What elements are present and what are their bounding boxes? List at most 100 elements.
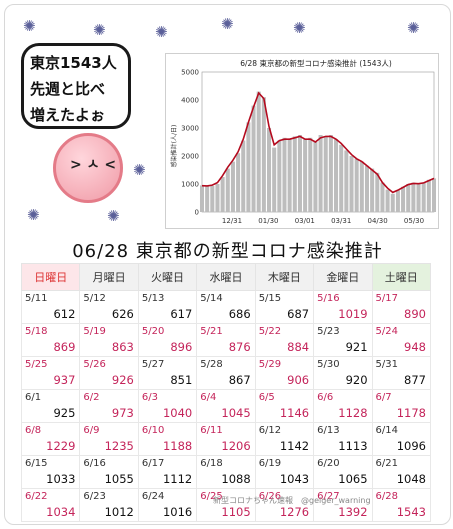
- day-date: 5/27: [141, 359, 165, 370]
- day-estimate-value: 626: [111, 307, 134, 321]
- calendar-day-cell: 6/18 1088: [196, 455, 256, 489]
- daily-bar: [205, 186, 210, 212]
- daily-bar: [297, 135, 302, 212]
- calendar-day-cell: 6/13 1113: [313, 422, 373, 456]
- calendar-day-cell: 5/31 877: [371, 356, 432, 390]
- day-date: 6/14: [375, 425, 398, 436]
- weekday-header: 金曜日: [313, 263, 373, 291]
- daily-bar: [375, 172, 380, 212]
- calendar-day-cell: 6/21 1048: [371, 455, 432, 489]
- day-estimate-value: 1276: [279, 505, 310, 519]
- day-estimate-value: 1188: [162, 439, 193, 453]
- day-estimate-value: 1088: [221, 472, 251, 486]
- day-estimate-value: 1543: [396, 505, 426, 519]
- daily-bar: [344, 150, 349, 212]
- calendar-day-cell: 6/10 1188: [137, 422, 198, 456]
- daily-bar: [199, 185, 205, 212]
- calendar-day-cell: 6/6 1128: [313, 389, 373, 423]
- day-date: 6/5: [258, 392, 275, 403]
- day-estimate-value: 1235: [104, 439, 134, 453]
- weekday-header: 土曜日: [371, 263, 432, 291]
- weekday-header: 火曜日: [137, 263, 198, 291]
- day-date: 6/9: [83, 425, 100, 436]
- calendar-day-cell: 6/26 1276: [254, 488, 315, 522]
- day-date: 5/28: [200, 359, 223, 370]
- calendar-day-cell: 6/9 1235: [79, 422, 139, 456]
- footer-credit: 新型コロナちゃん速報 @geiger_warning: [213, 496, 371, 505]
- daily-bar: [364, 165, 369, 212]
- day-date: 6/17: [141, 458, 165, 469]
- daily-bar: [313, 142, 318, 212]
- calendar-week-row: 6/15 1033 6/16 1055 6/17 1112 6/18 1088 6/19 1043…: [20, 455, 432, 489]
- virus-icon: ✺: [133, 161, 146, 179]
- calendar-day-cell: 6/20 1065: [313, 455, 373, 489]
- daily-bar: [426, 179, 431, 212]
- calendar-day-cell: 6/5 1146: [254, 389, 315, 423]
- daily-bar: [390, 193, 395, 212]
- day-estimate-value: 926: [111, 373, 134, 387]
- calendar-day-cell: 5/28 867: [196, 356, 256, 390]
- day-date: 6/24: [141, 491, 165, 502]
- calendar-day-cell: 6/17 1112: [137, 455, 198, 489]
- calendar-day-cell: 6/1 925: [20, 389, 81, 423]
- day-estimate-value: 1146: [279, 406, 310, 420]
- daily-bar: [385, 189, 390, 212]
- day-estimate-value: 973: [111, 406, 134, 420]
- y-tick-label: 1000: [181, 181, 199, 189]
- day-estimate-value: 1392: [338, 505, 368, 519]
- daily-bar: [401, 186, 406, 212]
- daily-bar: [323, 136, 328, 212]
- daily-bar: [272, 147, 277, 212]
- daily-bar: [431, 178, 437, 212]
- day-estimate-value: 1096: [396, 439, 426, 453]
- day-date: 6/8: [25, 425, 42, 436]
- day-estimate-value: 867: [228, 373, 251, 387]
- daily-bar: [334, 139, 339, 212]
- calendar-day-cell: 6/2 973: [79, 389, 139, 423]
- calendar-day-cell: 6/23 1012: [79, 488, 139, 522]
- day-date: 5/22: [258, 326, 282, 337]
- day-estimate-value: 869: [53, 340, 76, 354]
- virus-icon: ✺: [221, 15, 234, 33]
- calendar-day-cell: 5/24 948: [371, 323, 432, 357]
- y-tick-label: 5000: [181, 69, 199, 77]
- virus-mascot-icon: > ㅅ <: [53, 133, 123, 203]
- day-estimate-value: 896: [170, 340, 193, 354]
- daily-bar: [210, 185, 215, 212]
- speech-line-1: 東京1543人: [30, 54, 117, 72]
- daily-estimate-calendar: 日曜日 月曜日 火曜日 水曜日 木曜日 金曜日 土曜日 5/11 612 5/12 626 5/13…: [20, 263, 432, 522]
- day-date: 5/19: [83, 326, 106, 337]
- daily-bar: [328, 135, 333, 212]
- calendar-day-cell: 5/29 906: [254, 356, 315, 390]
- day-date: 6/10: [141, 425, 165, 436]
- day-estimate-value: 1016: [162, 505, 193, 519]
- day-date: 5/13: [141, 293, 165, 304]
- x-tick-label: 12/31: [222, 217, 242, 225]
- day-estimate-value: 1012: [104, 505, 134, 519]
- daily-bar: [395, 190, 400, 212]
- daily-bar: [246, 122, 251, 212]
- daily-bar: [339, 144, 344, 212]
- day-date: 5/24: [375, 326, 398, 337]
- day-date: 6/6: [317, 392, 334, 403]
- day-date: 6/25: [200, 491, 223, 502]
- day-estimate-value: 1178: [396, 406, 426, 420]
- day-date: 5/30: [317, 359, 340, 370]
- calendar-day-cell: 5/23 921: [313, 323, 373, 357]
- calendar-day-cell: 5/21 876: [196, 323, 256, 357]
- chart-panel: 6/28 東京都の新型コロナ感染推計 (1543人) 0 1000 2000 3000…: [165, 53, 439, 229]
- day-date: 6/28: [375, 491, 398, 502]
- day-estimate-value: 1142: [279, 439, 310, 453]
- day-date: 6/7: [375, 392, 392, 403]
- day-estimate-value: 1040: [162, 406, 193, 420]
- daily-bar: [277, 140, 282, 212]
- daily-bar: [303, 139, 308, 212]
- day-estimate-value: 617: [170, 307, 193, 321]
- calendar-week-row: 6/1 925 6/2 973 6/3 1040 6/4 1045 6/5 1146 6/6 1128…: [20, 389, 432, 423]
- virus-icon: ✺: [93, 21, 106, 39]
- x-tick-label: 05/30: [404, 217, 424, 225]
- calendar-day-cell: 5/22 884: [254, 323, 315, 357]
- daily-bar: [292, 136, 297, 212]
- y-axis-label: 感染推計(人/日): [170, 125, 178, 168]
- mascot-face-icon: > ㅅ <: [70, 157, 117, 173]
